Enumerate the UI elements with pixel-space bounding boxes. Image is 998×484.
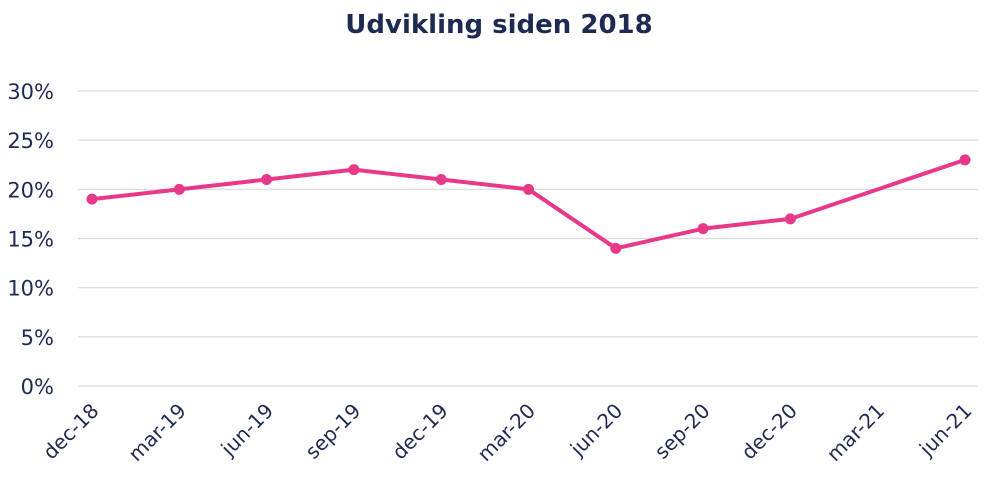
x-tick-label: sep-19 (300, 399, 365, 464)
y-tick-label: 20% (7, 178, 54, 202)
y-axis-ticks: 0% 5% 10% 15% 20% 25% 30% (7, 80, 54, 399)
data-point (697, 223, 709, 235)
gridlines (78, 90, 978, 387)
x-tick-label: dec-20 (736, 399, 802, 465)
x-tick-label: jun-19 (216, 399, 279, 462)
y-tick-label: 25% (7, 129, 54, 153)
data-point (261, 174, 273, 185)
data-point (784, 213, 796, 225)
y-tick-label: 15% (7, 228, 54, 252)
data-point (348, 164, 360, 176)
data-point (959, 154, 971, 166)
data-point (173, 183, 185, 195)
x-tick-label: jun-21 (914, 399, 977, 462)
y-tick-label: 5% (21, 326, 54, 350)
y-tick-label: 30% (7, 80, 54, 104)
x-tick-label: mar-19 (123, 399, 190, 466)
data-point (435, 174, 447, 185)
series-line (91, 157, 966, 251)
x-tick-label: mar-20 (473, 399, 540, 466)
series-layer (86, 154, 971, 254)
x-tick-label: dec-18 (38, 399, 104, 465)
x-tick-label: dec-19 (387, 399, 453, 465)
data-point (86, 193, 98, 205)
x-tick-label: mar-21 (822, 399, 889, 466)
x-tick-label: sep-20 (650, 399, 715, 464)
y-tick-label: 0% (21, 375, 54, 399)
x-tick-label: jun-20 (565, 399, 628, 462)
data-point (523, 183, 534, 195)
y-tick-label: 10% (7, 277, 54, 301)
chart-title: Udvikling siden 2018 (345, 10, 653, 40)
x-axis-ticks: dec-18 mar-19 jun-19 sep-19 dec-19 mar-20 jun-… (38, 399, 977, 466)
data-point (610, 242, 622, 254)
